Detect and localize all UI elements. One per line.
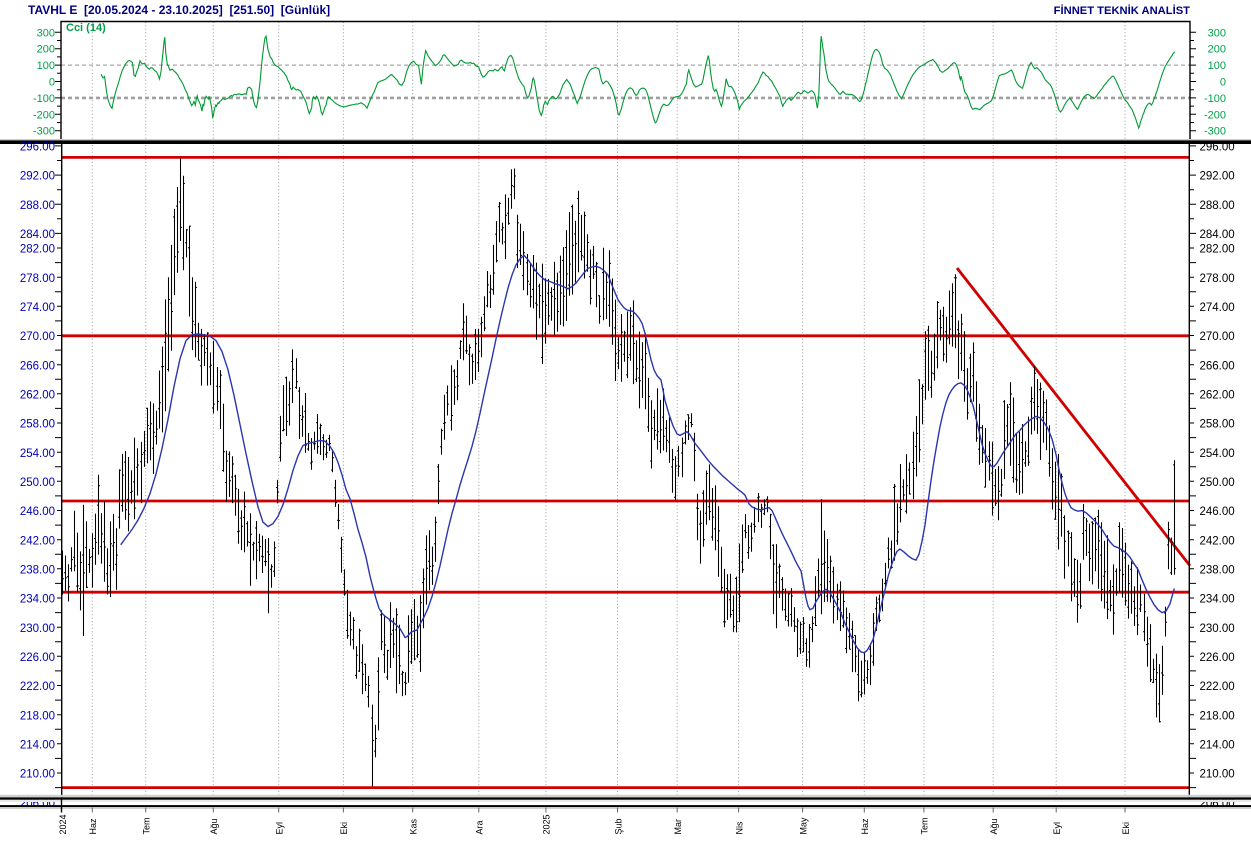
svg-text:Kas: Kas (409, 818, 419, 834)
svg-text:250.00: 250.00 (20, 477, 55, 489)
svg-text:242.00: 242.00 (20, 535, 55, 547)
svg-text:TAVHL E [20.05.2024 - 23.10.2: TAVHL E [20.05.2024 - 23.10.2025] [251.5… (28, 3, 330, 17)
svg-text:222.00: 222.00 (20, 681, 55, 693)
svg-text:218.00: 218.00 (20, 710, 55, 722)
svg-text:Ağu: Ağu (989, 818, 999, 834)
svg-text:238.00: 238.00 (20, 564, 55, 576)
svg-text:200: 200 (37, 44, 55, 56)
svg-text:266.00: 266.00 (20, 360, 55, 372)
svg-text:266.00: 266.00 (1200, 360, 1235, 372)
svg-text:100: 100 (37, 60, 55, 72)
svg-text:246.00: 246.00 (1200, 506, 1235, 518)
svg-text:292.00: 292.00 (1200, 171, 1235, 183)
svg-text:Eyl: Eyl (1052, 822, 1062, 835)
svg-text:-200: -200 (1204, 109, 1226, 121)
svg-text:200: 200 (1208, 44, 1226, 56)
svg-text:-100: -100 (33, 93, 55, 105)
svg-text:270.00: 270.00 (20, 331, 55, 343)
svg-text:2025: 2025 (542, 814, 552, 834)
svg-text:0: 0 (49, 77, 55, 89)
svg-text:214.00: 214.00 (20, 739, 55, 751)
svg-text:284.00: 284.00 (20, 229, 55, 241)
svg-text:284.00: 284.00 (1200, 229, 1235, 241)
svg-text:Ağu: Ağu (209, 818, 219, 834)
svg-text:274.00: 274.00 (1200, 302, 1235, 314)
svg-text:288.00: 288.00 (20, 200, 55, 212)
svg-text:234.00: 234.00 (1200, 594, 1235, 606)
svg-text:242.00: 242.00 (1200, 535, 1235, 547)
svg-text:230.00: 230.00 (1200, 623, 1235, 635)
svg-text:Haz: Haz (88, 818, 98, 835)
svg-text:100: 100 (1208, 60, 1226, 72)
svg-text:2024: 2024 (58, 814, 68, 834)
svg-text:238.00: 238.00 (1200, 564, 1235, 576)
svg-text:Şub: Şub (613, 818, 623, 834)
svg-text:230.00: 230.00 (20, 623, 55, 635)
svg-text:296.00: 296.00 (1200, 142, 1235, 154)
svg-text:214.00: 214.00 (1200, 739, 1235, 751)
svg-text:222.00: 222.00 (1200, 681, 1235, 693)
svg-text:Haz: Haz (860, 818, 870, 835)
svg-text:226.00: 226.00 (20, 652, 55, 664)
svg-text:-100: -100 (1204, 93, 1226, 105)
svg-text:282.00: 282.00 (20, 244, 55, 256)
svg-text:210.00: 210.00 (1200, 769, 1235, 781)
svg-text:288.00: 288.00 (1200, 200, 1235, 212)
svg-text:226.00: 226.00 (1200, 652, 1235, 664)
svg-text:Tem: Tem (920, 817, 930, 834)
svg-text:Cci (14): Cci (14) (66, 22, 106, 34)
svg-text:258.00: 258.00 (1200, 419, 1235, 431)
svg-text:0: 0 (1220, 77, 1226, 89)
svg-text:254.00: 254.00 (20, 448, 55, 460)
svg-text:262.00: 262.00 (20, 389, 55, 401)
svg-text:Eki: Eki (1121, 822, 1131, 835)
svg-text:254.00: 254.00 (1200, 448, 1235, 460)
svg-text:May: May (798, 817, 808, 835)
svg-text:246.00: 246.00 (20, 506, 55, 518)
svg-text:-300: -300 (33, 126, 55, 138)
svg-text:Mar: Mar (673, 819, 683, 835)
svg-text:Tem: Tem (142, 817, 152, 834)
svg-text:Eyl: Eyl (275, 822, 285, 835)
svg-text:218.00: 218.00 (1200, 710, 1235, 722)
svg-text:-300: -300 (1204, 126, 1226, 138)
svg-text:296.00: 296.00 (20, 142, 55, 154)
svg-text:Ara: Ara (475, 820, 485, 834)
svg-text:292.00: 292.00 (20, 171, 55, 183)
svg-text:274.00: 274.00 (20, 302, 55, 314)
svg-text:Nis: Nis (734, 821, 744, 834)
svg-text:Eki: Eki (339, 822, 349, 835)
svg-text:210.00: 210.00 (20, 769, 55, 781)
svg-text:258.00: 258.00 (20, 419, 55, 431)
svg-text:270.00: 270.00 (1200, 331, 1235, 343)
svg-text:FİNNET TEKNİK ANALİST: FİNNET TEKNİK ANALİST (1054, 4, 1190, 17)
svg-text:300: 300 (1208, 27, 1226, 39)
svg-text:-200: -200 (33, 109, 55, 121)
svg-text:262.00: 262.00 (1200, 389, 1235, 401)
svg-text:282.00: 282.00 (1200, 244, 1235, 256)
svg-text:278.00: 278.00 (1200, 273, 1235, 285)
svg-text:234.00: 234.00 (20, 594, 55, 606)
svg-text:250.00: 250.00 (1200, 477, 1235, 489)
svg-text:278.00: 278.00 (20, 273, 55, 285)
svg-text:300: 300 (37, 27, 55, 39)
